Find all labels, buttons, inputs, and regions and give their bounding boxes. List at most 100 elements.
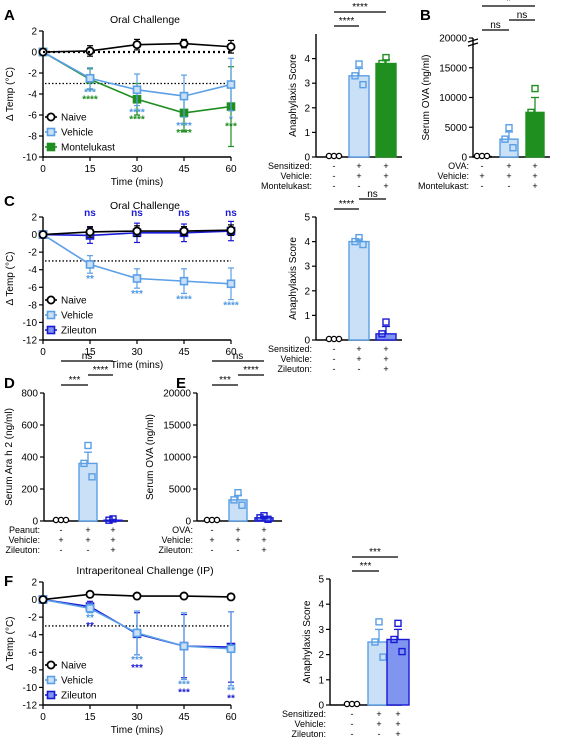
y-tick-label: 600 — [21, 421, 38, 432]
chart-title: Oral Challenge — [110, 14, 180, 26]
y-tick-label: -6 — [28, 283, 37, 294]
data-point — [132, 591, 142, 601]
bar-group-vehicle — [499, 124, 519, 158]
y-tick-label: 2 — [31, 578, 37, 589]
x-axis-label: Time (mins) — [111, 360, 163, 371]
significance-label: *** — [369, 547, 381, 558]
data-point — [353, 700, 361, 708]
table-row-label: Zileuton: — [291, 729, 326, 739]
legend-marker — [46, 127, 56, 137]
y-tick-label: 20000 — [163, 389, 191, 400]
table-mark: + — [356, 344, 361, 354]
table-row-label: OVA: — [448, 161, 469, 171]
y-tick-label: 0 — [304, 153, 310, 164]
legend-label: Vehicle — [61, 128, 94, 139]
x-tick-label: 60 — [225, 347, 237, 358]
chart-E-ova: 0 5000 10000 15000 20000 Serum OVA (ng/ml) ***… — [145, 351, 282, 555]
data-point — [132, 274, 142, 283]
y-tick-label: 2 — [318, 650, 324, 661]
table-mark: + — [395, 709, 400, 719]
data-point — [335, 152, 343, 160]
legend-label: Vehicle — [61, 676, 94, 687]
x-axis-label: Time (mins) — [111, 725, 163, 736]
data-point — [390, 635, 398, 644]
table-mark: + — [506, 161, 511, 171]
y-tick-label: 0 — [32, 517, 38, 528]
y-axis-label: Serum OVA (ng/ml) — [421, 55, 432, 141]
series-naive — [38, 589, 236, 605]
table-mark: - — [351, 709, 354, 719]
x-tick-label: 30 — [131, 347, 143, 358]
panel-label-c: C — [4, 193, 15, 210]
data-point — [394, 619, 402, 628]
x-tick-label: 30 — [131, 164, 143, 175]
bar-group-naive — [343, 700, 361, 708]
x-tick-label: 15 — [84, 164, 96, 175]
significance-label: ns — [225, 208, 237, 219]
data-point — [256, 514, 264, 522]
bar-group-zileuton — [375, 318, 397, 341]
y-tick-label: 5 — [304, 213, 310, 224]
y-axis-label: Anaphylaxis Score — [288, 237, 299, 320]
data-point — [132, 85, 142, 95]
bar — [78, 462, 98, 522]
data-point — [371, 638, 379, 646]
y-tick-label: -10 — [23, 153, 38, 164]
table-mark: - — [333, 344, 336, 354]
y-tick-label: 3 — [304, 262, 310, 273]
table-row-label: Vehicle: — [294, 719, 326, 729]
data-point — [179, 591, 189, 601]
y-axis-label: Anaphylaxis Score — [288, 54, 299, 137]
table-mark: + — [235, 525, 240, 535]
chart-B-ova: 0 5000 10000 15000 20000 Serum OVA (ng/ml) ns n… — [418, 0, 550, 191]
data-point — [226, 80, 236, 89]
significance-label: **** — [176, 128, 192, 139]
x-tick-label: 15 — [84, 712, 96, 723]
significance-label: ** — [227, 686, 235, 697]
significance-label: ns — [490, 20, 501, 31]
significance-label: **** — [129, 114, 145, 125]
table-mark: - — [508, 181, 511, 191]
y-tick-label: 4 — [318, 600, 324, 611]
y-tick-label: -10 — [23, 683, 38, 694]
x-tick-label: 0 — [40, 164, 46, 175]
data-point — [226, 225, 236, 235]
x-tick-label: 60 — [225, 164, 237, 175]
y-tick-label: 400 — [21, 453, 38, 464]
table-mark: + — [376, 719, 381, 729]
table-mark: - — [333, 181, 336, 191]
table-mark: + — [532, 171, 537, 181]
table-mark: + — [395, 729, 400, 739]
y-tick-label: 0 — [304, 336, 310, 347]
table-mark: - — [333, 161, 336, 171]
table-row-label: Peanut: — [9, 525, 40, 535]
legend-item-naive: Naive — [45, 661, 87, 672]
significance-label: **** — [129, 107, 145, 118]
table-mark: + — [110, 545, 115, 555]
significance-label: * — [229, 115, 233, 126]
data-point — [359, 80, 367, 89]
data-point — [85, 260, 95, 269]
table-mark: - — [481, 161, 484, 171]
data-point — [351, 237, 359, 246]
significance-label: ns — [131, 208, 143, 219]
significance-label: ns — [84, 208, 96, 219]
table-mark: + — [479, 171, 484, 181]
legend-marker — [46, 295, 56, 305]
y-tick-label: 0 — [461, 153, 467, 164]
data-point — [226, 42, 236, 52]
data-point — [335, 335, 343, 343]
table-row-label: Zileuton: — [277, 364, 312, 374]
y-tick-label: -4 — [28, 265, 37, 276]
y-axis-label: Δ Temp (°C) — [5, 67, 16, 121]
legend-marker — [46, 142, 56, 152]
table-mark: - — [60, 545, 63, 555]
significance-label: **** — [339, 16, 355, 27]
y-tick-label: -2 — [28, 248, 37, 259]
significance-label: ** — [86, 613, 94, 624]
table-mark: + — [356, 161, 361, 171]
significance-label: ns — [82, 351, 93, 362]
y-tick-label: -8 — [28, 132, 37, 143]
table-mark: + — [376, 709, 381, 719]
y-tick-label: -8 — [28, 300, 37, 311]
